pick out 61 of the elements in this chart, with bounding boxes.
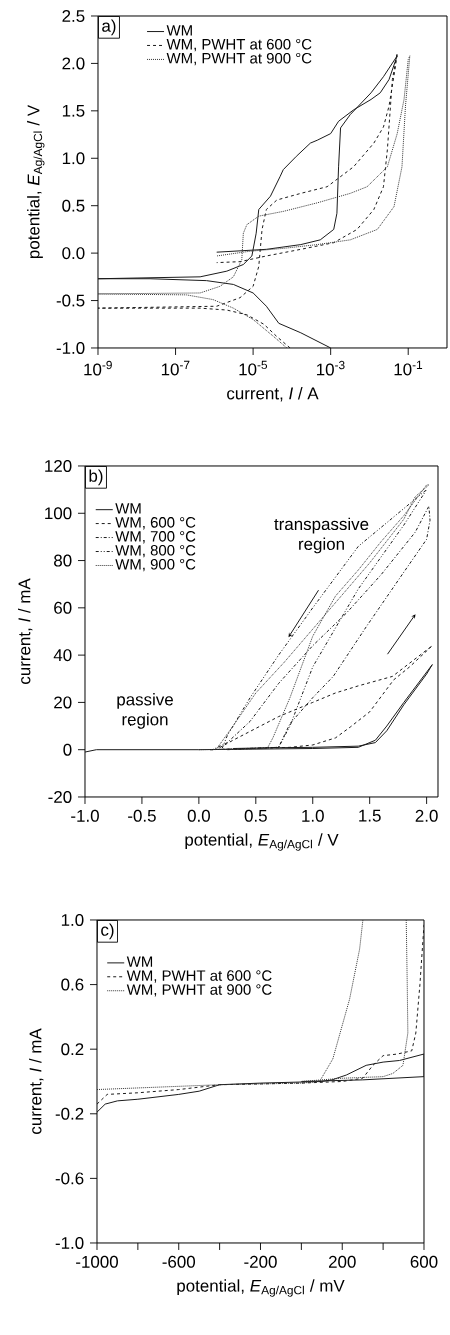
y-tick-label: 100 xyxy=(45,507,72,520)
legend-label: WM, 700 °C xyxy=(115,531,196,544)
annotation: transpassive region xyxy=(274,517,369,554)
chart-title: a) xyxy=(102,19,116,36)
y-tick-label: -0.2 xyxy=(55,1107,84,1120)
x-axis-title: potential, E$_{Ag/AgCl}$ / V xyxy=(185,833,339,851)
legend-label: WM, 600 °C xyxy=(115,517,196,530)
y-tick-label: -1.0 xyxy=(56,341,85,354)
legend-label: WM, 900 °C xyxy=(115,559,196,572)
x-tick-label: 10$^{-9}$ xyxy=(84,360,112,376)
legend-label: WM xyxy=(115,503,141,514)
legend-label: WM xyxy=(166,25,192,36)
legend-label: WM, PWHT at 900 °C xyxy=(126,984,272,997)
x-tick-label: 1.5 xyxy=(359,809,381,822)
y-tick-label: -0.6 xyxy=(55,1172,84,1185)
x-axis-title: potential, E$_{Ag/AgCl}$ / mV xyxy=(177,1279,345,1297)
y-tick-label: 2.0 xyxy=(62,57,85,70)
y-tick-label: 0.5 xyxy=(62,199,85,212)
x-tick-label: 10$^{-5}$ xyxy=(239,360,268,376)
x-tick-label: 0.0 xyxy=(187,809,210,822)
y-tick-label: 0.2 xyxy=(61,1043,84,1056)
y-tick-label: 2.5 xyxy=(62,9,85,22)
x-tick-label: 10$^{-1}$ xyxy=(394,360,423,376)
y-tick-label: 40 xyxy=(53,649,72,662)
x-tick-label: 600 xyxy=(410,1255,438,1268)
x-tick-label: 1.0 xyxy=(302,809,324,822)
x-axis-title: current, I / A xyxy=(227,387,319,402)
x-tick-label: -1000 xyxy=(76,1255,118,1268)
y-tick-label: -20 xyxy=(48,790,72,803)
y-tick-label: 20 xyxy=(54,696,72,709)
y-tick-label: 60 xyxy=(54,601,72,614)
y-tick-label: 0.6 xyxy=(61,978,84,991)
y-tick-label: 0 xyxy=(63,743,72,756)
y-axis-title: potential, E$_{Ag/AgCl}$ / V xyxy=(27,104,45,259)
legend-label: WM, PWHT at 600 °C xyxy=(126,970,272,983)
y-tick-label: 1.5 xyxy=(62,104,85,117)
y-axis-title: current, I / mA xyxy=(29,1028,44,1134)
x-tick-label: 10$^{-3}$ xyxy=(317,360,345,376)
x-tick-label: 0.5 xyxy=(244,809,267,822)
x-tick-label: -200 xyxy=(244,1255,277,1268)
annotation: passive region xyxy=(117,693,173,729)
y-tick-label: 80 xyxy=(54,554,72,567)
y-tick-label: -0.5 xyxy=(56,294,85,307)
legend-label: WM xyxy=(126,956,153,967)
x-tick-label: -600 xyxy=(162,1255,196,1268)
chart-title: c) xyxy=(101,923,114,940)
legend-label: WM, 800 °C xyxy=(115,545,196,558)
x-tick-label: -1.0 xyxy=(71,809,99,822)
y-tick-label: 1.0 xyxy=(61,913,84,926)
y-tick-label: 1.0 xyxy=(62,152,85,165)
y-tick-label: -1.0 xyxy=(55,1236,84,1249)
x-tick-label: 10$^{-7}$ xyxy=(161,360,190,376)
y-tick-label: 0.0 xyxy=(62,247,85,260)
legend-label: WM, PWHT at 600 °C xyxy=(166,38,312,52)
x-tick-label: 2.0 xyxy=(415,809,438,822)
legend-label: WM, PWHT at 900 °C xyxy=(166,52,312,66)
x-tick-label: 200 xyxy=(328,1255,356,1268)
y-tick-label: 120 xyxy=(45,459,72,472)
y-axis-title: current, I / mA xyxy=(17,578,33,684)
chart-title: b) xyxy=(89,469,103,486)
x-tick-label: -0.5 xyxy=(128,809,156,822)
